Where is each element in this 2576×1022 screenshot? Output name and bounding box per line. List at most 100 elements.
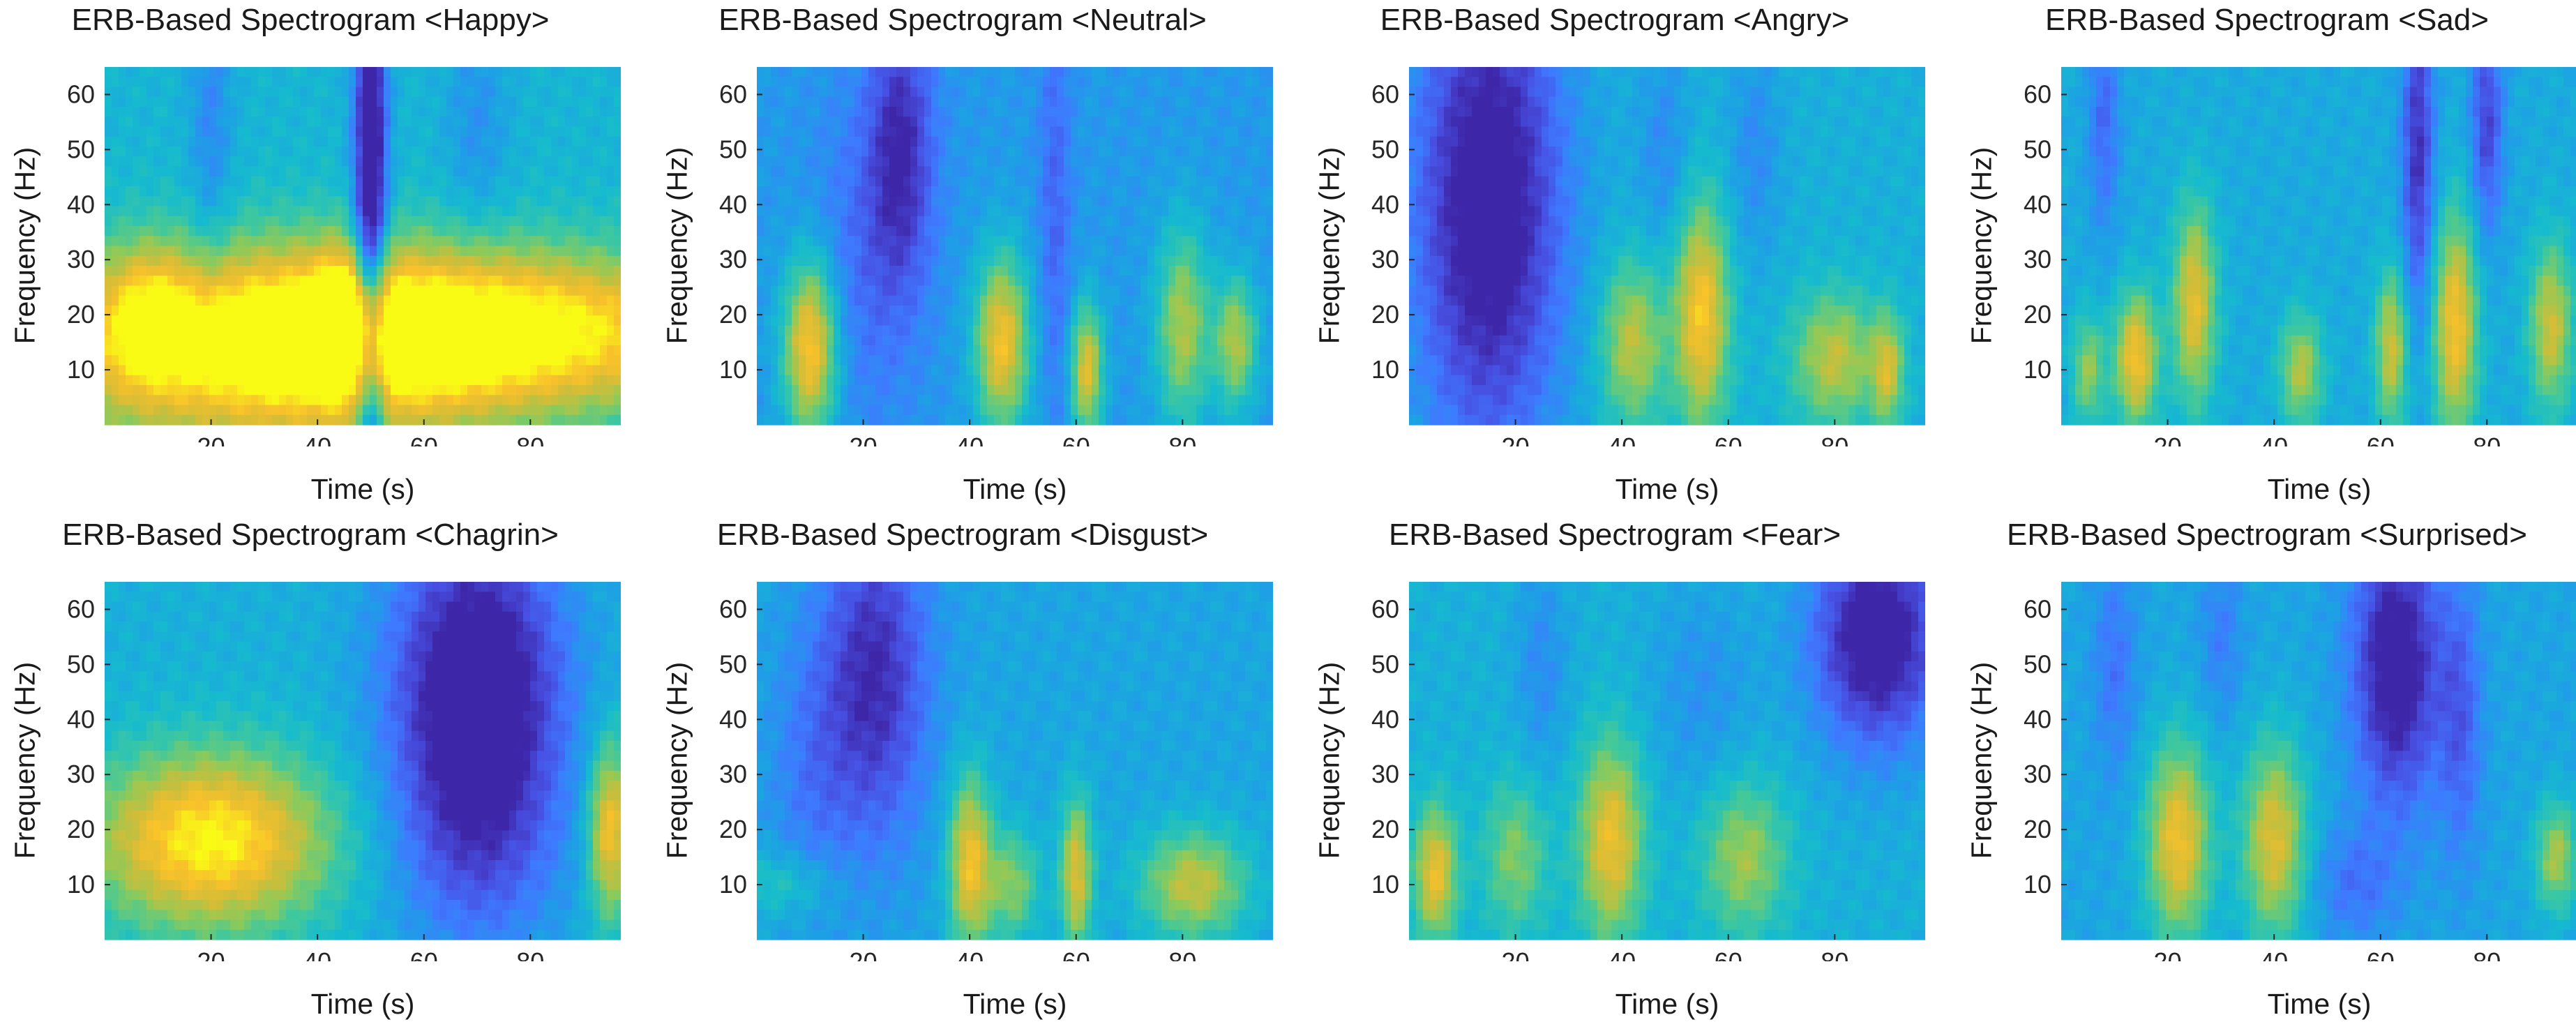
heatmap-cell [938,276,946,287]
heatmap-cell [502,335,510,346]
heatmap-cell [377,335,384,346]
heatmap-cell [544,355,552,366]
heatmap-cell [300,107,308,117]
heatmap-cell [1050,236,1057,247]
heatmap-cell [279,136,287,147]
heatmap-cell [391,196,398,207]
heatmap-cell [1189,295,1197,306]
heatmap-cell [558,246,566,257]
heatmap-cell [356,285,363,296]
heatmap-cell [1043,295,1050,306]
heatmap-cell [1196,306,1204,316]
heatmap-cell [509,295,517,306]
heatmap-cell [1022,77,1030,88]
heatmap-cell [565,276,573,287]
heatmap-cell [607,325,615,336]
heatmap-cell [1001,156,1009,167]
heatmap-cell [799,295,806,306]
heatmap-cell [1106,375,1113,386]
heatmap-cell [771,414,778,426]
heatmap-cell [384,295,391,306]
heatmap-cell [349,236,356,247]
heatmap-cell [495,325,503,336]
heatmap-cell [544,285,552,296]
heatmap-cell [1140,395,1148,406]
heatmap-cell [980,315,988,326]
heatmap-cell [1050,375,1057,386]
heatmap-cell [1106,414,1113,426]
heatmap-cell [370,136,377,147]
heatmap-cell [827,246,834,257]
heatmap-cell [356,107,363,117]
heatmap-cell [502,255,510,266]
heatmap-cell [917,375,925,386]
heatmap-cell [1175,186,1183,197]
heatmap-cell [1043,385,1050,396]
heatmap-cell [579,216,587,227]
heatmap-cell [126,226,133,236]
heatmap-cell [565,146,573,157]
heatmap-cell [405,226,412,236]
heatmap-cell [439,385,447,396]
heatmap-cell [1050,146,1057,157]
heatmap-cell [945,146,953,157]
heatmap-cell [1161,226,1169,236]
heatmap-cell [174,414,182,426]
heatmap-cell [328,315,336,326]
heatmap-cell [530,266,538,276]
heatmap-cell [377,266,384,276]
heatmap-cell [502,196,510,207]
heatmap-cell [1147,385,1155,396]
heatmap-cell [272,266,280,276]
heatmap-cell [405,126,412,137]
heatmap-cell [875,355,883,366]
heatmap-cell [453,246,461,257]
heatmap-cell [488,196,496,207]
heatmap-cell [1015,67,1023,77]
heatmap-cell [1029,117,1037,128]
heatmap-cell [537,126,545,137]
heatmap-cell [153,285,161,296]
heatmap-cell [119,67,126,77]
heatmap-cell [1133,156,1141,167]
heatmap-cell [105,255,112,266]
heatmap-cell [841,325,848,336]
heatmap-cell [973,405,981,416]
heatmap-cell [181,255,189,266]
heatmap-cells [105,67,621,426]
heatmap-cell [903,414,911,426]
heatmap-cell [105,414,112,426]
heatmap-cell [342,67,349,77]
heatmap-cell [314,107,322,117]
heatmap-cell [1113,166,1120,177]
heatmap-cell [924,146,932,157]
heatmap-cell [446,166,454,177]
heatmap-cell [593,107,601,117]
heatmap-cell [945,87,953,98]
heatmap-cell [917,335,925,346]
heatmap-cell [467,385,475,396]
heatmap-cell [792,285,799,296]
heatmap-cell [174,206,182,217]
heatmap-cell [1099,216,1106,227]
heatmap-cell [551,136,559,147]
heatmap-cell [600,156,608,167]
heatmap-cell [1106,107,1113,117]
heatmap-cell [537,355,545,366]
heatmap-cell [544,156,552,167]
heatmap-cell [391,276,398,287]
heatmap-cell [764,395,771,406]
heatmap-cell [502,166,510,177]
heatmap-cell [446,236,454,247]
heatmap-cell [1057,276,1064,287]
heatmap-cell [356,146,363,157]
heatmap-cell [405,285,412,296]
heatmap-cell [160,365,168,376]
heatmap-cell [146,306,154,316]
heatmap-cell [868,246,876,257]
heatmap-cell [237,414,245,426]
heatmap-cell [600,236,608,247]
heatmap-cell [593,186,601,197]
heatmap-cell [335,276,342,287]
heatmap-cell [586,117,594,128]
